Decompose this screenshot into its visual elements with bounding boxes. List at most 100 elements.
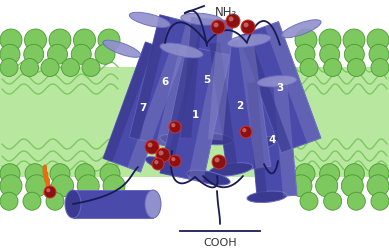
Circle shape [367,175,389,197]
Circle shape [240,127,252,138]
Circle shape [95,45,115,65]
Polygon shape [181,18,202,138]
Circle shape [211,21,225,35]
Ellipse shape [187,170,230,185]
Circle shape [0,193,18,210]
Circle shape [369,164,389,184]
Polygon shape [239,22,321,153]
Circle shape [369,45,389,65]
Text: 1: 1 [191,110,199,119]
Ellipse shape [103,41,141,58]
Circle shape [0,59,18,77]
Circle shape [74,30,96,52]
Circle shape [0,164,20,184]
Circle shape [229,17,233,22]
Circle shape [24,45,44,65]
Polygon shape [103,43,155,162]
Circle shape [23,193,41,210]
Circle shape [82,59,100,77]
Circle shape [300,193,318,210]
Text: 4: 4 [268,135,276,144]
Circle shape [315,175,338,197]
Ellipse shape [160,135,201,150]
Text: 3: 3 [276,83,284,93]
Circle shape [371,193,389,210]
Circle shape [77,175,99,197]
Ellipse shape [191,133,233,145]
Ellipse shape [227,35,271,48]
Circle shape [347,59,365,77]
Polygon shape [181,18,233,141]
Ellipse shape [247,191,287,203]
Circle shape [51,175,74,197]
Polygon shape [208,21,233,141]
Polygon shape [188,53,230,182]
Circle shape [300,59,318,77]
Polygon shape [128,52,183,172]
Circle shape [156,148,170,162]
Circle shape [71,45,91,65]
Circle shape [171,124,175,128]
Polygon shape [130,16,170,140]
Circle shape [25,30,47,52]
Circle shape [367,30,389,52]
Circle shape [214,23,219,28]
Polygon shape [103,43,183,172]
Circle shape [44,186,56,198]
Circle shape [347,193,365,210]
Ellipse shape [129,13,170,28]
Bar [0,68,389,177]
Circle shape [0,175,22,197]
Circle shape [371,59,389,77]
Circle shape [295,45,315,65]
Polygon shape [247,80,297,199]
Ellipse shape [257,76,297,88]
Circle shape [46,188,51,193]
Circle shape [320,45,340,65]
Circle shape [341,175,363,197]
Circle shape [152,158,164,170]
Polygon shape [130,16,201,148]
Polygon shape [239,33,291,153]
Polygon shape [247,83,267,199]
Circle shape [25,164,45,184]
Ellipse shape [181,14,223,26]
Ellipse shape [65,190,81,218]
Circle shape [343,30,365,52]
Circle shape [169,121,181,134]
Circle shape [244,23,249,28]
Circle shape [0,45,20,65]
Circle shape [319,30,341,52]
Ellipse shape [281,21,321,39]
Circle shape [147,143,152,148]
Bar [73,190,153,218]
Circle shape [26,175,48,197]
Ellipse shape [145,157,183,174]
Circle shape [100,164,120,184]
Circle shape [295,164,315,184]
Circle shape [241,21,255,35]
Circle shape [92,193,110,210]
Circle shape [290,175,312,197]
Circle shape [103,175,125,197]
Polygon shape [209,38,271,173]
Ellipse shape [160,44,203,59]
Circle shape [295,30,317,52]
Circle shape [69,193,87,210]
Polygon shape [160,47,198,176]
Circle shape [320,164,340,184]
Circle shape [344,45,364,65]
Circle shape [21,59,39,77]
Circle shape [154,161,158,165]
Text: 2: 2 [237,101,244,111]
Circle shape [50,164,70,184]
Circle shape [344,164,364,184]
Circle shape [0,30,22,52]
Circle shape [324,193,342,210]
Circle shape [226,15,240,29]
Text: 6: 6 [161,77,168,87]
Polygon shape [265,22,321,144]
Circle shape [98,30,120,52]
Circle shape [212,155,226,169]
Polygon shape [273,80,297,197]
